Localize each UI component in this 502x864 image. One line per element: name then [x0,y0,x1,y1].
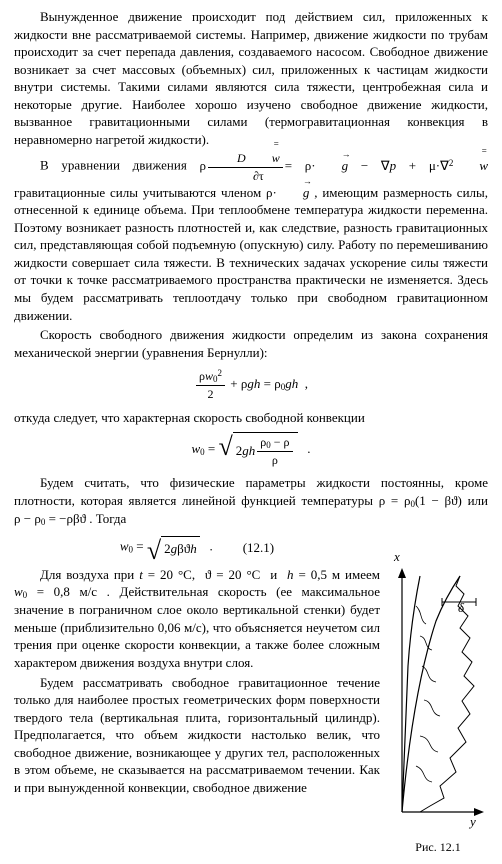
eq-rho-1: ρ = ρ0(1 − βϑ) [379,493,462,508]
nav-stokes-inline: ρDw∂τ= ρ·g − ∇p + μ·∇2w [200,158,488,173]
eq-rho-2: ρ − ρ0 = −ρβϑ [14,511,86,526]
page: Вынужденное движение происходит под дейс… [0,0,502,864]
axis-x-label: x [388,548,488,566]
paragraph-1: Вынужденное движение происходит под дейс… [14,8,488,148]
equation-12-1: w0 = √ 2gβϑh . (12.1) [14,536,380,559]
p6-text-a: Для воздуха при [40,567,139,582]
figure-column: x δ y [388,530,488,855]
bernoulli-frac: ρw02 2 [196,367,225,402]
paragraph-4: откуда следует, что характерная скорость… [14,409,488,427]
p6-text-b: имеем [345,567,380,582]
bernoulli-rest: + ρgh = ρ0gh , [230,376,308,391]
equation-w0-full: w0 = √ 2gh ρ0 − ρ ρ . [14,432,488,468]
two-column-region: w0 = √ 2gβϑh . (12.1) Для воздуха при t … [14,530,488,855]
t-value: t [139,567,143,582]
figure-caption: Рис. 12.1 [388,839,488,855]
axis-y-label: y [470,813,476,831]
paragraph-3: Скорость свободного движения жидкости оп… [14,326,488,361]
p2-text-a: В уравнении движения [40,158,200,173]
rho-g-term: ρ·g [266,185,309,200]
w0-value: w0 = 0,8 м/с [14,584,97,599]
paragraph-2: В уравнении движения ρDw∂τ= ρ·g − ∇p + μ… [14,150,488,324]
p5-text-c: . Тогда [89,511,126,526]
paragraph-5: Будем считать, что физические параметры … [14,474,488,528]
p2-text-b: гравитационные силы учитываются членом [14,185,266,200]
equation-bernoulli: ρw02 2 + ρgh = ρ0gh , [14,367,488,402]
paragraph-7: Будем рассматривать свободное гравитацио… [14,674,380,797]
p2-text-c: , имеющим размерность силы, отнесенной к… [14,185,488,323]
delta-label: δ [458,599,464,617]
left-text-column: w0 = √ 2gβϑh . (12.1) Для воздуха при t … [14,530,380,798]
figure-12-1-svg [390,566,486,831]
paragraph-6: Для воздуха при t = 20 °C, ϑ = 20 °C и h… [14,566,380,672]
equation-number-12-1: (12.1) [213,539,274,557]
p5-text-b: или [468,493,488,508]
